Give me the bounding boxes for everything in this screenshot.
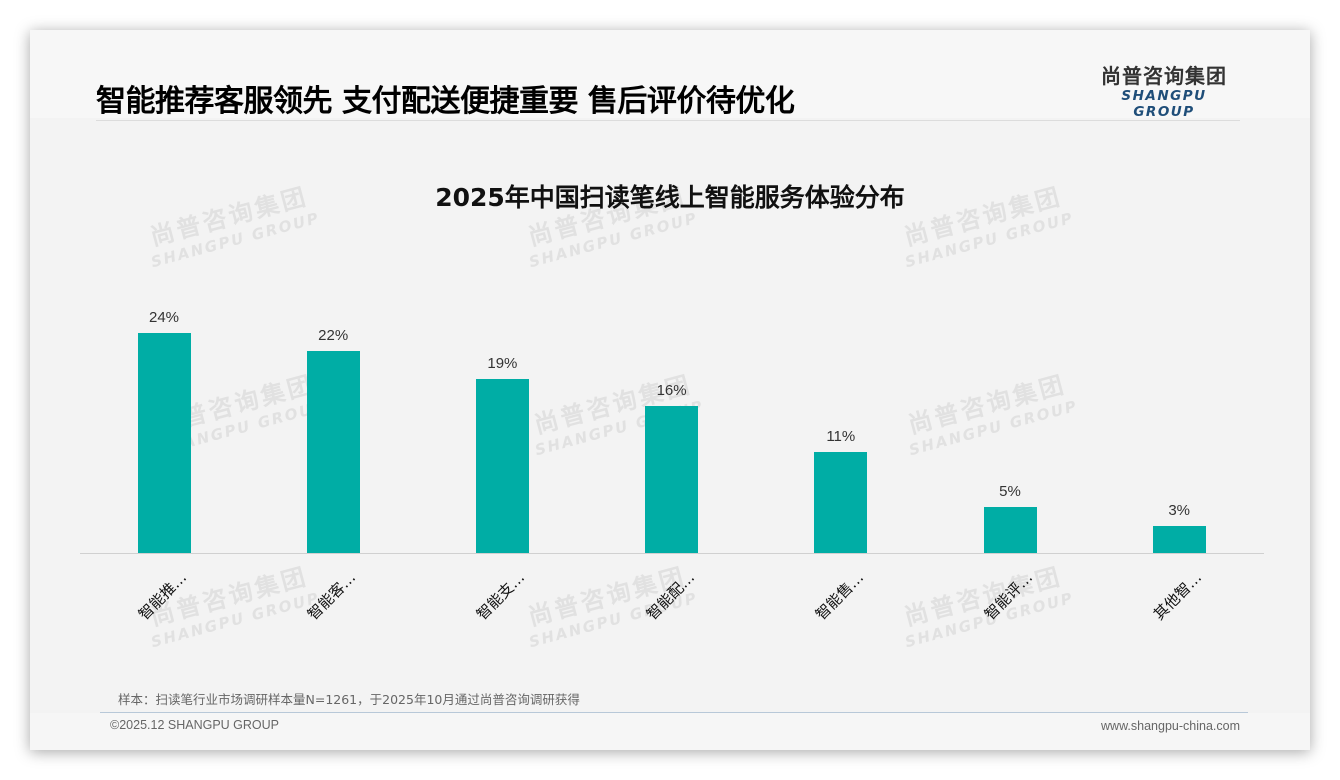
bar: [475, 378, 529, 553]
category-label: 智能配…: [642, 568, 698, 624]
copyright-text: ©2025.12 SHANGPU GROUP: [110, 718, 279, 732]
bar: [1152, 525, 1206, 553]
company-logo: 尚普咨询集团 SHANGPU GROUP: [1088, 64, 1240, 120]
category-label: 智能售…: [811, 568, 867, 624]
bar-value-label: 11%: [826, 428, 856, 446]
website-link[interactable]: www.shangpu-china.com: [1101, 719, 1240, 733]
bar: [645, 406, 699, 553]
header-band: [30, 30, 1310, 118]
footer-band: [30, 713, 1310, 750]
watermark-en: SHANGPU GROUP: [149, 588, 322, 652]
bar-value-label: 16%: [656, 382, 687, 400]
bar: [814, 452, 868, 553]
category-label: 其他智…: [1150, 568, 1206, 624]
watermark-cn: 尚普咨询集团: [905, 370, 1070, 440]
bar: [983, 507, 1037, 553]
footer-divider: [100, 712, 1248, 713]
bar-value-label: 24%: [148, 309, 180, 326]
page-title: 智能推荐客服领先 支付配送便捷重要 售后评价待优化: [96, 84, 795, 119]
slide: 智能推荐客服领先 支付配送便捷重要 售后评价待优化 尚普咨询集团 SHANGPU…: [30, 30, 1310, 750]
category-label: 智能推…: [134, 568, 191, 624]
watermark-en: SHANGPU GROUP: [527, 208, 700, 272]
bar: [137, 333, 191, 553]
watermark-en: SHANGPU GROUP: [149, 208, 322, 272]
category-label: 智能支…: [473, 568, 529, 624]
bar: [306, 351, 360, 553]
bar-value-label: 19%: [487, 354, 518, 372]
category-label: 智能评…: [980, 568, 1037, 624]
watermark-en: SHANGPU GROUP: [907, 396, 1080, 460]
watermark: 尚普咨询集团 SHANGPU GROUP: [898, 363, 1080, 460]
logo-english-text: SHANGPU GROUP: [1121, 88, 1207, 120]
header-divider: [96, 120, 1240, 121]
category-label: 智能客…: [304, 568, 360, 624]
watermark-cn: 尚普咨询集团: [901, 562, 1066, 632]
chart-title: 2025年中国扫读笔线上智能服务体验分布: [435, 183, 905, 212]
bar-value-label: 3%: [1168, 501, 1191, 519]
sample-note: 样本：扫读笔行业市场调研样本量N=1261，于2025年10月通过尚普咨询调研获…: [118, 692, 580, 707]
bar-value-label: 5%: [999, 483, 1021, 501]
x-axis-line: [80, 553, 1264, 554]
logo-chinese-text: 尚普咨询集团: [1101, 64, 1227, 88]
bar-value-label: 22%: [318, 327, 349, 345]
watermark-en: SHANGPU GROUP: [903, 208, 1076, 272]
